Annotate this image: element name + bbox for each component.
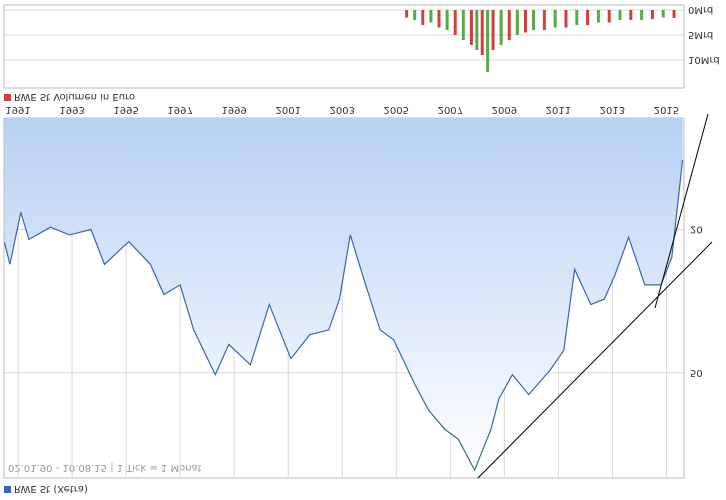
volume-bar bbox=[453, 10, 457, 35]
volume-bar bbox=[575, 10, 579, 25]
volume-bar bbox=[607, 10, 611, 23]
volume-bar bbox=[413, 10, 417, 20]
x-tick-label: 2001 bbox=[275, 104, 300, 115]
volume-bar bbox=[542, 10, 546, 30]
legend-swatch bbox=[4, 94, 11, 101]
y-tick-label: 50 bbox=[690, 367, 703, 378]
volume-bar bbox=[405, 10, 409, 18]
x-tick-label: 2007 bbox=[438, 104, 463, 115]
trend-line bbox=[477, 241, 713, 479]
volume-bar bbox=[629, 10, 633, 20]
subtitle: 02.01.90 - 10.08.15 | 1 Tick = 1 Monat bbox=[8, 462, 202, 473]
trend-line bbox=[654, 113, 709, 309]
volume-bar bbox=[475, 10, 479, 50]
flipped-view: RWE St (Xetra) 02.01.90 - 10.08.15 | 1 T… bbox=[3, 4, 720, 494]
volume-bar bbox=[421, 10, 425, 25]
x-tick-label: 2009 bbox=[492, 104, 517, 115]
volume-bar bbox=[672, 10, 676, 18]
volume-bar bbox=[661, 10, 665, 18]
volume-bar bbox=[461, 10, 465, 40]
x-tick-label: 1997 bbox=[167, 104, 192, 115]
volume-bar bbox=[491, 10, 495, 50]
y-tick-label: 10Mrd bbox=[688, 54, 720, 65]
x-tick-label: 2005 bbox=[384, 104, 409, 115]
volume-bar bbox=[429, 10, 433, 23]
volume-bar bbox=[437, 10, 441, 28]
volume-bar bbox=[564, 10, 568, 28]
volume-bar bbox=[596, 10, 600, 23]
volume-bar bbox=[586, 10, 590, 25]
price-line bbox=[3, 159, 684, 472]
volume-bar bbox=[515, 10, 519, 35]
x-tick-label: 1993 bbox=[59, 104, 84, 115]
x-tick-label: 2011 bbox=[546, 104, 571, 115]
volume-bar bbox=[486, 10, 490, 72]
legend-label: RWE St Volumen in Euro bbox=[14, 91, 135, 102]
y-tick-label: 20 bbox=[690, 224, 703, 235]
volume-bar bbox=[618, 10, 622, 20]
volume-plot bbox=[3, 4, 685, 89]
y-tick-label: 0Mrd bbox=[688, 4, 713, 15]
volume-bar bbox=[650, 10, 654, 19]
legend-swatch bbox=[4, 486, 11, 493]
volume-bar bbox=[523, 10, 527, 33]
legend-label: RWE St (Xetra) bbox=[14, 483, 88, 494]
volume-bar bbox=[553, 10, 557, 28]
volume-bar bbox=[532, 10, 536, 30]
x-tick-label: 1995 bbox=[113, 104, 138, 115]
y-tick-label: 5Mrd bbox=[688, 29, 713, 40]
volume-bar bbox=[640, 10, 644, 20]
x-tick-label: 2015 bbox=[654, 104, 679, 115]
volume-bar bbox=[499, 10, 503, 45]
volume-bar bbox=[507, 10, 511, 40]
x-tick-label: 2003 bbox=[330, 104, 355, 115]
x-tick-label: 1991 bbox=[5, 104, 30, 115]
volume-bar bbox=[480, 10, 484, 55]
x-tick-label: 1999 bbox=[221, 104, 246, 115]
volume-bar bbox=[445, 10, 449, 30]
volume-bar bbox=[469, 10, 473, 45]
area bbox=[4, 118, 683, 471]
x-tick-label: 2013 bbox=[600, 104, 625, 115]
